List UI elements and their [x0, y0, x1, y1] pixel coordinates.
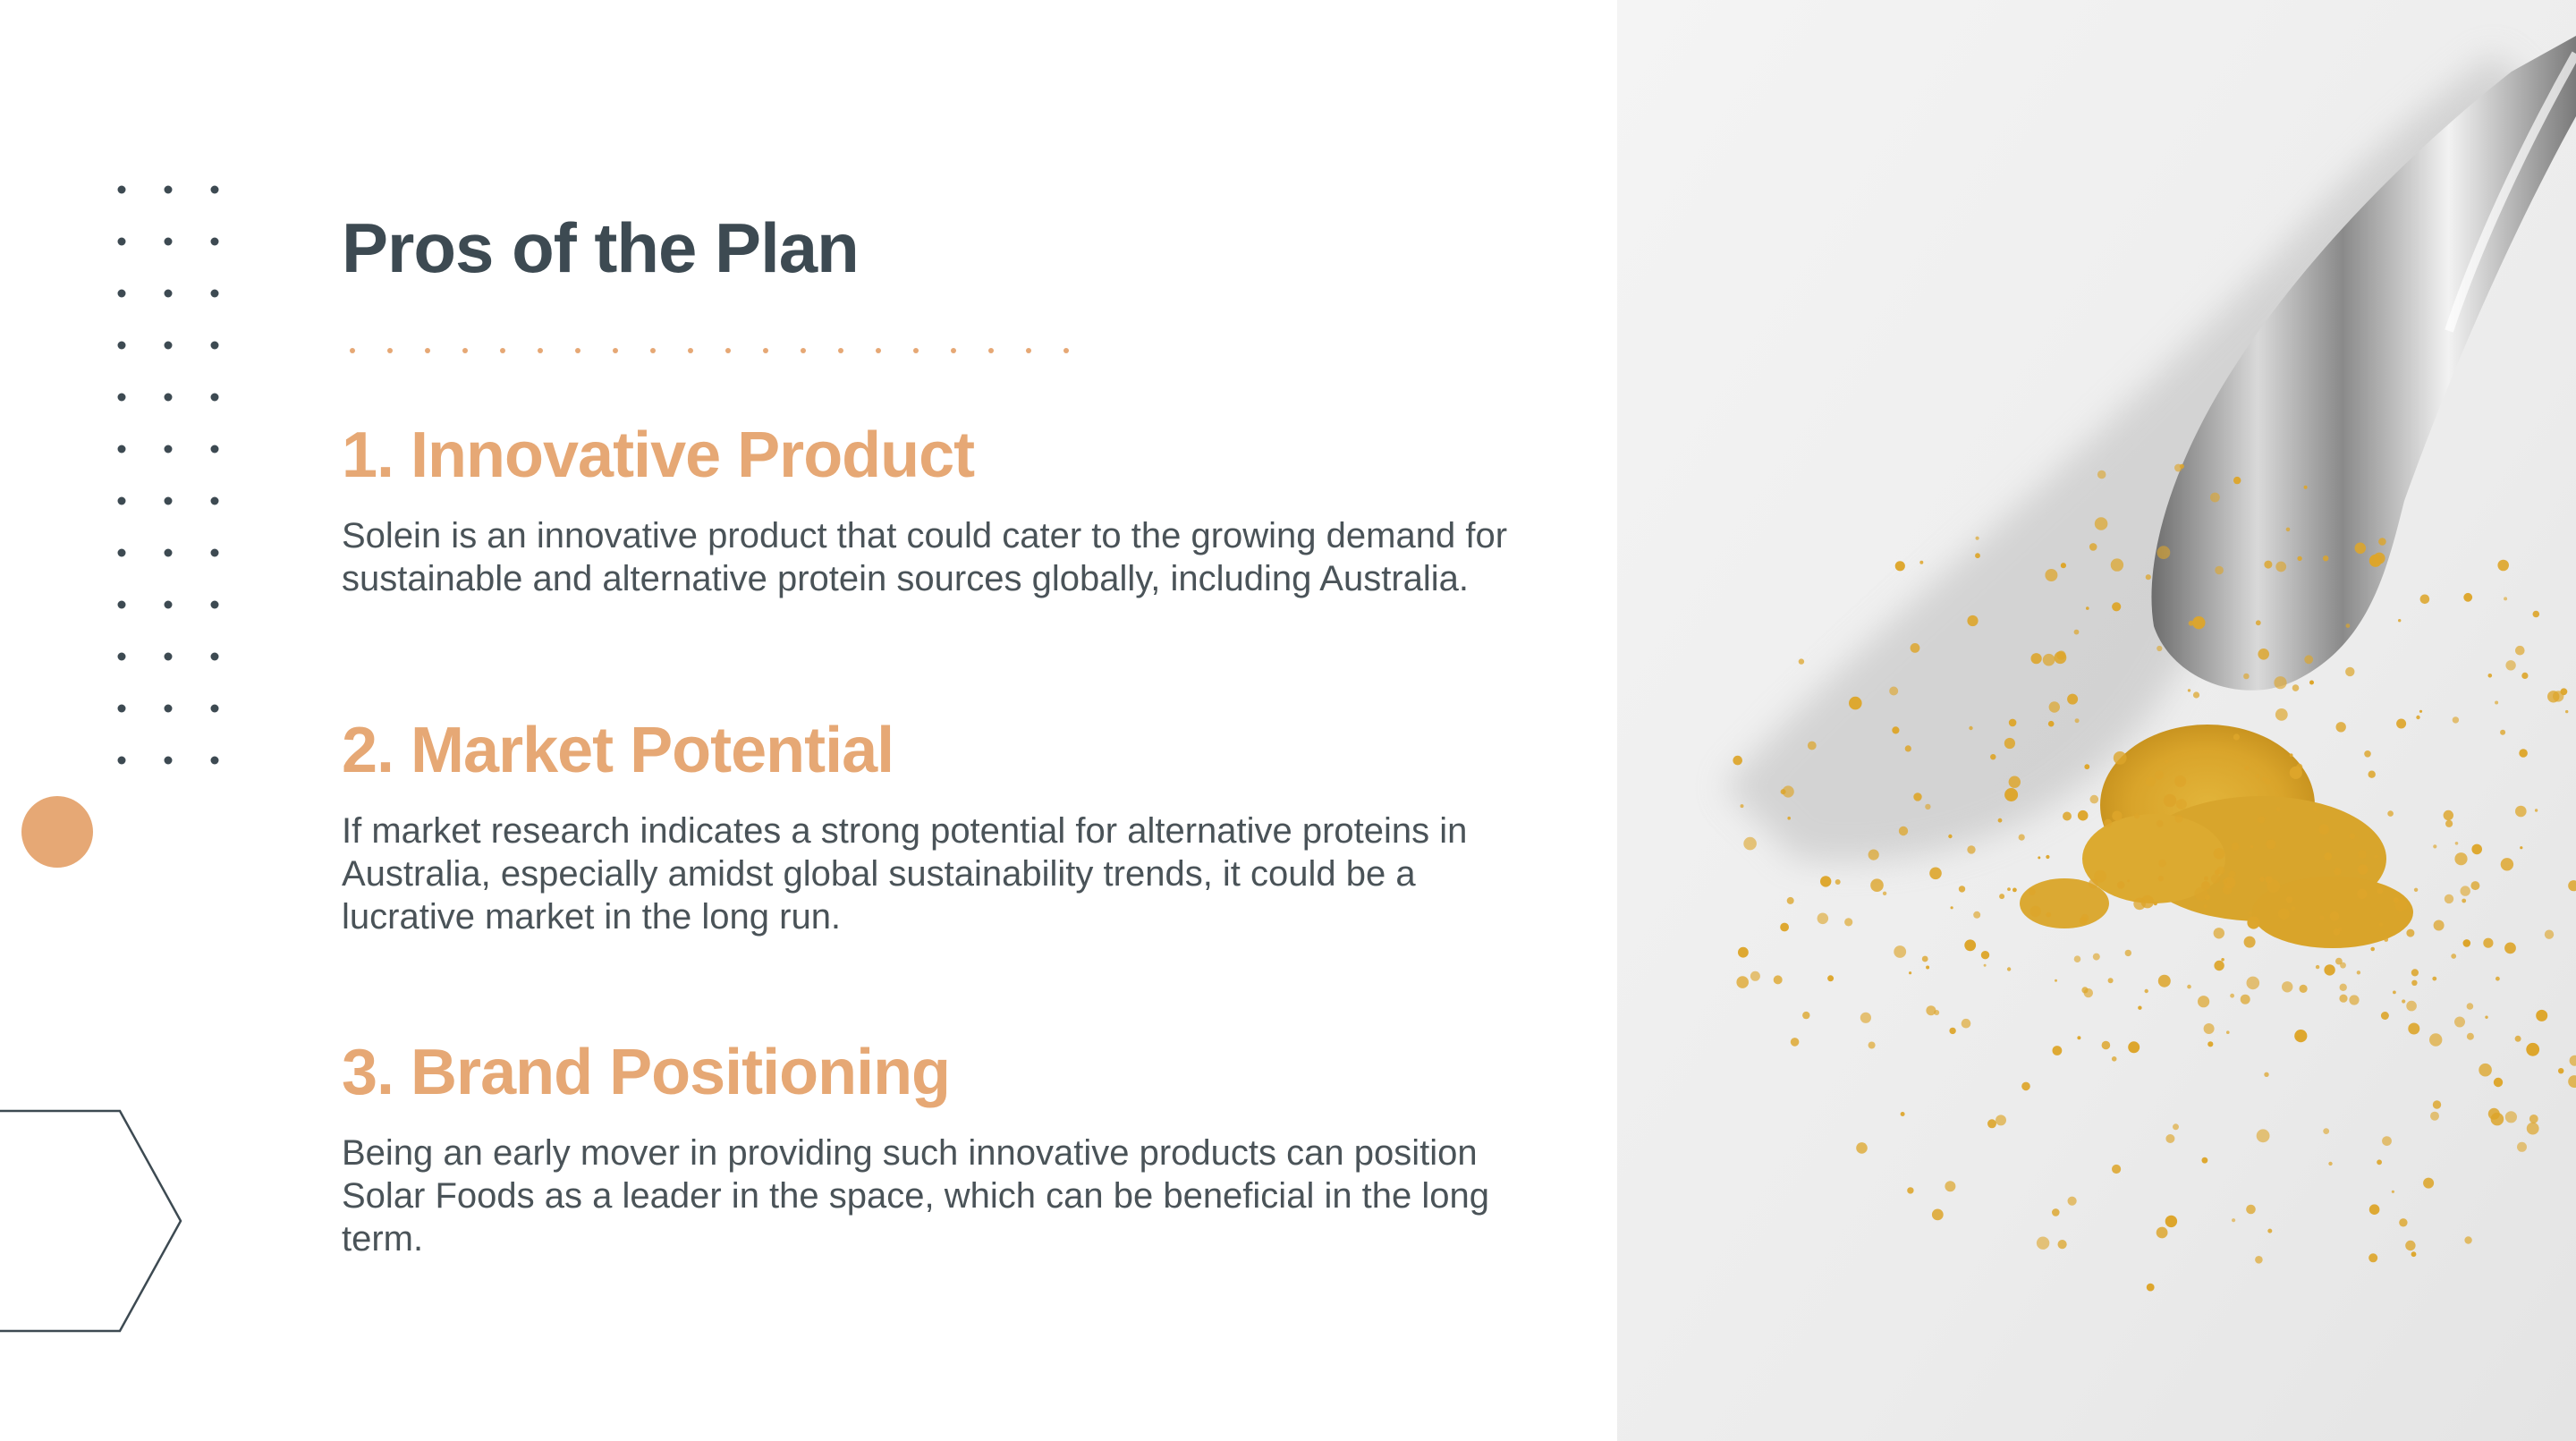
section-heading: 1. Innovative Product [342, 420, 975, 491]
section-market-potential: 2. Market Potential If market research i… [342, 715, 1540, 938]
page-title: Pros of the Plan [342, 208, 860, 287]
section-body: Solein is an innovative product that cou… [342, 516, 1508, 599]
circle-icon [21, 796, 93, 868]
spoon-with-yellow-powder-photo [1617, 0, 2576, 1441]
dot-grid-icon [117, 185, 219, 765]
chevron-outline-icon [0, 1109, 182, 1333]
content-area: Pros of the Plan 1. Innovative Product S… [342, 0, 1540, 1441]
section-heading: 2. Market Potential [342, 715, 894, 786]
section-heading: 3. Brand Positioning [342, 1037, 951, 1108]
dotted-divider [350, 348, 1069, 353]
section-body: Being an early mover in providing such i… [342, 1133, 1490, 1259]
section-body: If market research indicates a strong po… [342, 811, 1468, 937]
section-innovative-product: 1. Innovative Product Solein is an innov… [342, 420, 1540, 600]
section-brand-positioning: 3. Brand Positioning Being an early move… [342, 1037, 1540, 1260]
